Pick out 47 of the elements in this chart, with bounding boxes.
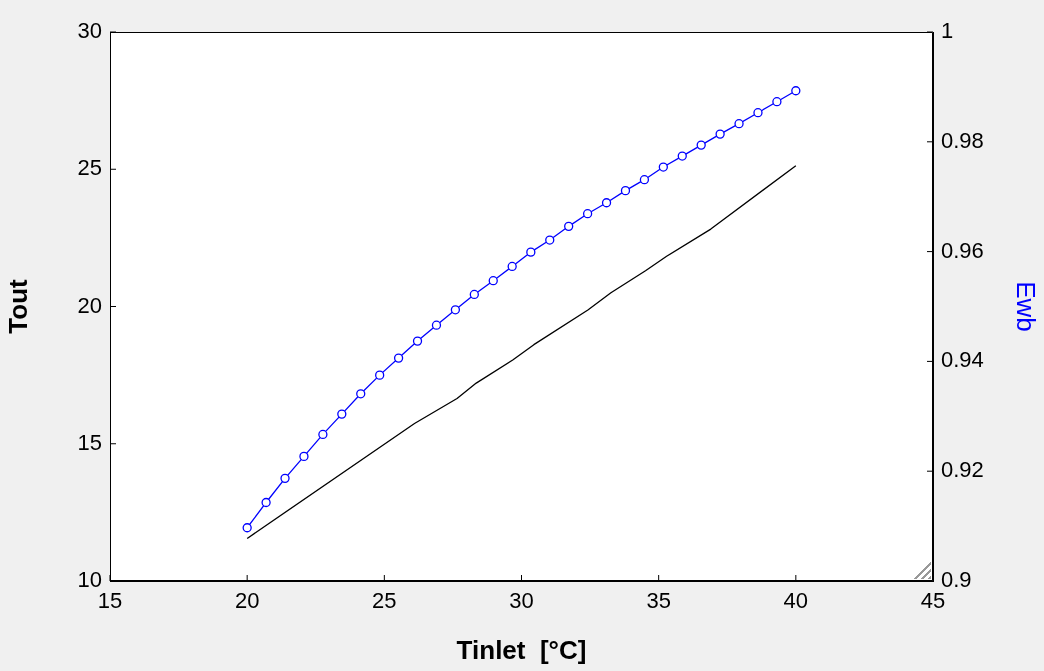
point bbox=[431, 320, 442, 330]
point bbox=[545, 235, 555, 245]
point bbox=[696, 140, 706, 150]
point bbox=[582, 209, 593, 219]
point bbox=[375, 370, 385, 380]
y2-tick-label: 0.96 bbox=[941, 237, 984, 263]
x-tick-label: 25 bbox=[372, 588, 397, 614]
y-axis-title: Tout bbox=[2, 278, 33, 334]
point bbox=[772, 97, 782, 107]
point bbox=[337, 409, 347, 419]
point bbox=[393, 353, 404, 363]
y2-axis-title: Ewb bbox=[1011, 281, 1042, 332]
y-tick-label: 30 bbox=[77, 18, 102, 44]
y2-tick-label: 0.98 bbox=[941, 127, 984, 153]
point bbox=[242, 523, 252, 533]
point bbox=[753, 108, 763, 118]
x-axis-title: Tinlet [°C] bbox=[456, 634, 587, 665]
point bbox=[412, 336, 423, 346]
y-tick-label: 25 bbox=[77, 155, 102, 181]
point bbox=[734, 119, 744, 129]
y2-tick-label: 1 bbox=[941, 18, 954, 44]
point bbox=[450, 305, 461, 315]
y-tick-label: 20 bbox=[77, 292, 102, 318]
point bbox=[564, 221, 574, 231]
point bbox=[677, 151, 687, 161]
point bbox=[526, 247, 536, 257]
point bbox=[261, 497, 271, 508]
point bbox=[715, 129, 725, 139]
point bbox=[280, 473, 290, 483]
point bbox=[601, 198, 612, 208]
point bbox=[620, 186, 631, 196]
point bbox=[507, 261, 517, 272]
point bbox=[488, 276, 498, 286]
y2-tick-label: 0.92 bbox=[941, 457, 984, 483]
point bbox=[356, 389, 366, 399]
point bbox=[469, 289, 479, 300]
x-tick-label: 35 bbox=[646, 588, 671, 614]
x-tick-label: 40 bbox=[783, 588, 809, 614]
x-tick-label: 20 bbox=[234, 588, 260, 614]
x-tick-label: 30 bbox=[509, 588, 534, 614]
y-tick-label: 15 bbox=[77, 429, 102, 455]
point bbox=[318, 429, 328, 440]
point bbox=[639, 175, 650, 185]
y2-tick-label: 0.94 bbox=[941, 347, 984, 373]
point bbox=[299, 451, 309, 462]
point bbox=[791, 86, 801, 96]
point bbox=[658, 162, 668, 172]
